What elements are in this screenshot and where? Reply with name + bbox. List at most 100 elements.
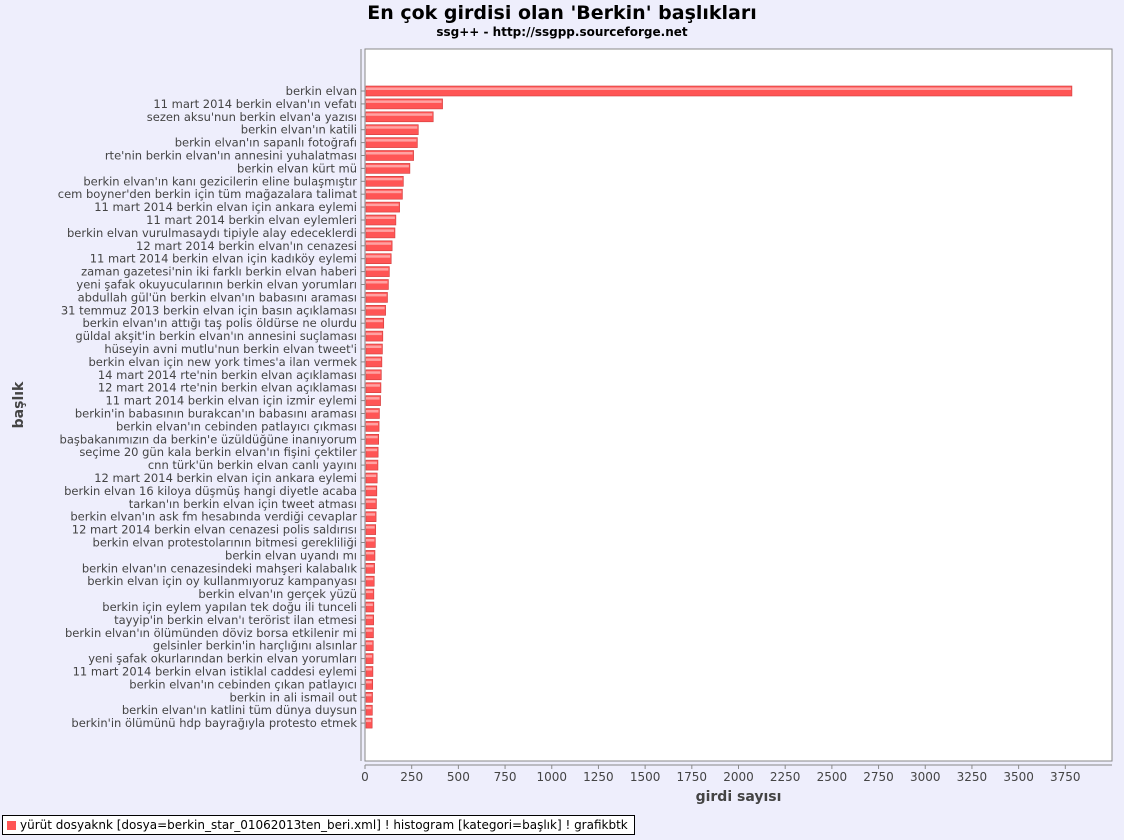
bar-group xyxy=(365,279,389,290)
bar-group xyxy=(365,666,374,677)
bar-group xyxy=(365,614,374,626)
bar-highlight xyxy=(366,203,399,207)
bar-highlight xyxy=(366,655,373,658)
category-label: berkin elvan 16 kiloya düşmüş hangi diye… xyxy=(64,484,357,498)
bar-group xyxy=(365,627,374,639)
bar xyxy=(365,704,373,716)
bar xyxy=(365,85,1073,97)
category-label: 12 mart 2014 berkin elvan'ın cenazesi xyxy=(136,239,357,253)
bar-highlight xyxy=(366,281,388,284)
x-axis-title: girdi sayısı xyxy=(696,789,782,805)
bar xyxy=(365,176,404,187)
category-label: 31 temmuz 2013 berkin elvan için basın a… xyxy=(61,303,357,317)
bar-highlight xyxy=(366,384,380,387)
bar xyxy=(365,498,377,510)
bar-highlight xyxy=(366,319,383,323)
legend: yürüt dosyaknk [dosya=berkin_star_010620… xyxy=(2,815,635,835)
bar-highlight xyxy=(366,410,379,413)
bar xyxy=(365,201,400,213)
x-tick-label: 2750 xyxy=(863,770,894,784)
bar-highlight xyxy=(366,306,385,310)
bar-highlight xyxy=(366,293,387,297)
bar xyxy=(365,588,375,600)
bar-highlight xyxy=(366,603,373,606)
category-label: berkin elvan için oy kullanmıyoruz kampa… xyxy=(87,574,357,588)
bar-highlight xyxy=(366,487,376,490)
bar-highlight xyxy=(366,422,379,426)
bar-highlight xyxy=(366,397,380,400)
bar xyxy=(365,614,374,626)
bar xyxy=(365,524,377,535)
category-label: berkin elvan'ın gerçek yüzü xyxy=(198,587,357,601)
bar-highlight xyxy=(366,680,372,684)
category-label: sezen aksu'nun berkin elvan'a yazısı xyxy=(147,110,357,124)
bar-group xyxy=(365,511,377,523)
bar-group xyxy=(365,292,388,303)
bar-group xyxy=(365,150,414,161)
bar-group xyxy=(365,382,382,394)
bar xyxy=(365,679,374,690)
x-tick-label: 750 xyxy=(494,770,517,784)
bar xyxy=(365,111,434,123)
category-label: berkin elvan protestolarının bitmesi ger… xyxy=(93,536,357,550)
bar xyxy=(365,188,403,200)
bar-group xyxy=(365,124,419,135)
x-tick-label: 1250 xyxy=(583,770,614,784)
category-label: berkin elvan'ın cebinden çıkan patlayıcı xyxy=(129,677,357,691)
bar xyxy=(365,98,443,110)
x-tick-label: 3000 xyxy=(910,770,941,784)
bar xyxy=(365,382,382,394)
bar-highlight xyxy=(366,642,373,645)
category-label: berkin elvan uyandı mı xyxy=(225,548,357,562)
category-label: berkin elvan kürt mü xyxy=(237,161,357,175)
bar xyxy=(365,279,389,290)
bar-highlight xyxy=(366,539,375,542)
bar-group xyxy=(365,575,375,587)
category-label: berkin için eylem yapılan tek doğu ili t… xyxy=(102,600,357,614)
category-label: berkin elvan'ın cenazesindeki mahşeri ka… xyxy=(82,561,357,575)
category-label: rte'nin berkin elvan'ın annesini yuhalat… xyxy=(105,149,357,163)
bar-highlight xyxy=(366,332,382,336)
bar xyxy=(365,253,392,264)
bar xyxy=(365,433,379,445)
bar xyxy=(365,304,386,316)
category-label: yeni şafak okurlarından berkin elvan yor… xyxy=(88,652,357,666)
bar xyxy=(365,562,375,574)
bar-group xyxy=(365,266,390,277)
category-label: güldal akşit'in berkin elvan'ın annesini… xyxy=(75,329,357,343)
bar-group xyxy=(365,137,418,148)
bar-group xyxy=(365,176,404,187)
category-label: berkin elvan'ın sapanlı fotoğrafı xyxy=(175,136,357,150)
bar-highlight xyxy=(366,216,395,219)
bar-highlight xyxy=(366,177,403,181)
bar xyxy=(365,137,418,148)
bar-group xyxy=(365,717,373,729)
bar-highlight xyxy=(366,100,442,103)
bar-group xyxy=(365,550,376,561)
y-axis-title: başlık xyxy=(11,381,27,428)
bar-highlight xyxy=(366,371,381,374)
bar-group xyxy=(365,317,385,329)
bar xyxy=(365,421,380,432)
x-tick-label: 3250 xyxy=(957,770,988,784)
bar xyxy=(365,150,414,161)
bar xyxy=(365,601,375,613)
bar-highlight xyxy=(366,590,373,594)
category-label: berkin elvan için new york times'a ilan … xyxy=(89,355,358,369)
bar xyxy=(365,330,384,342)
bar-group xyxy=(365,679,374,690)
category-label: hüseyin avni mutlu'nun berkin elvan twee… xyxy=(104,342,357,356)
bar-group xyxy=(365,98,443,110)
category-label: berkin elvan'ın cebinden patlayıcı çıkma… xyxy=(116,419,357,433)
category-label: 12 mart 2014 rte'nin berkin elvan açıkla… xyxy=(98,381,357,395)
bar-group xyxy=(365,472,378,484)
bar-highlight xyxy=(366,87,1071,90)
bar-group xyxy=(365,588,375,600)
bar xyxy=(365,472,378,484)
bar xyxy=(365,356,383,368)
bar xyxy=(365,292,388,303)
bar-highlight xyxy=(366,190,402,194)
bar xyxy=(365,163,411,174)
bar-group xyxy=(365,163,411,174)
category-label: 12 mart 2014 berkin elvan cenazesi polis… xyxy=(72,523,357,537)
